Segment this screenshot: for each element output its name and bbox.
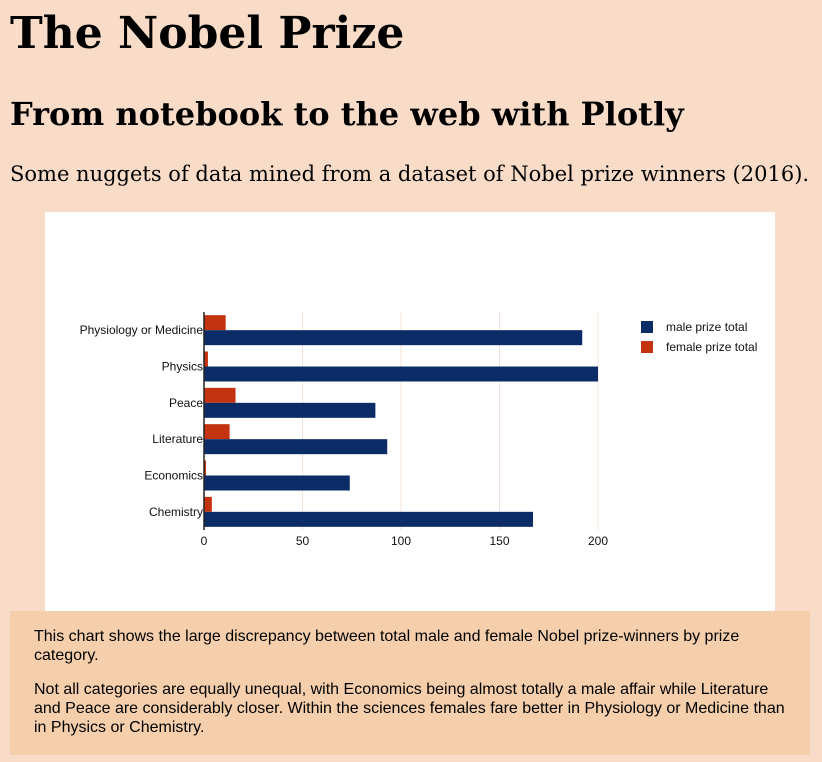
y-tick-label: Chemistry (149, 505, 203, 519)
bar-female-literature (204, 424, 230, 440)
bar-female-chemistry (204, 496, 212, 512)
legend[interactable]: male prize total female prize total (641, 320, 757, 354)
bar-female-peace (204, 387, 236, 403)
bar-male-economics (204, 475, 350, 491)
bars (204, 315, 598, 527)
axes: 0 50 100 150 200 Chemistry Economics Literature… (80, 312, 608, 548)
bar-female-economics (204, 460, 206, 476)
intro-text: Some nuggets of data mined from a datase… (10, 162, 810, 186)
notes-paragraph-1: This chart shows the large discrepancy b… (34, 628, 740, 664)
y-tick-label: Peace (169, 396, 203, 410)
bar-male-chemistry (204, 511, 533, 527)
y-tick-label: Physiology or Medicine (80, 323, 204, 337)
x-tick-label: 100 (391, 534, 411, 548)
y-tick-label: Physics (162, 360, 203, 374)
page-title: The Nobel Prize (10, 8, 405, 59)
bar-female-physiology-or-medicine (204, 315, 226, 331)
bar-female-physics (204, 351, 208, 367)
x-tick-label: 0 (201, 534, 208, 548)
bar-male-literature (204, 439, 388, 455)
legend-label: female prize total (666, 340, 757, 354)
legend-swatch (641, 321, 653, 333)
legend-swatch (641, 341, 653, 353)
bar-chart: 0 50 100 150 200 Chemistry Economics Literature… (80, 312, 757, 548)
notes-paragraph-2: Not all categories are equally unequal, … (34, 681, 785, 736)
y-tick-label: Literature (152, 432, 203, 446)
page-subtitle: From notebook to the web with Plotly (10, 95, 684, 133)
chart-panel: 0 50 100 150 200 Chemistry Economics Literature… (45, 212, 775, 612)
y-tick-label: Economics (144, 469, 203, 483)
bar-male-physiology-or-medicine (204, 330, 583, 346)
x-tick-label: 150 (489, 534, 509, 548)
x-tick-label: 200 (588, 534, 608, 548)
x-tick-label: 50 (296, 534, 310, 548)
legend-label: male prize total (666, 320, 747, 334)
bar-male-physics (204, 366, 598, 382)
notes-box: This chart shows the large discrepancy b… (10, 611, 810, 755)
bar-male-peace (204, 402, 376, 418)
grid-lines (302, 312, 599, 530)
